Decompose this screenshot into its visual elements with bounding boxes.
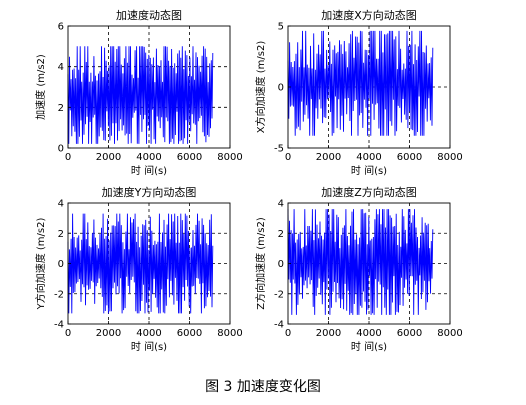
- x-tick-label: 6000: [397, 328, 422, 339]
- chart-title: 加速度X方向动态图: [321, 8, 417, 22]
- x-tick-label: 0: [65, 152, 71, 163]
- y-tick-label: -4: [54, 320, 64, 331]
- x-tick-label: 6000: [397, 152, 422, 163]
- series-line: [287, 209, 434, 315]
- series-line: [67, 213, 214, 314]
- x-tick-label: 2000: [96, 328, 121, 339]
- y-tick-label: 0: [58, 259, 64, 270]
- y-tick-label: 4: [58, 62, 64, 73]
- y-tick-label: 0: [58, 144, 64, 155]
- series-line: [67, 46, 214, 144]
- y-tick-label: 2: [58, 229, 64, 240]
- x-tick-label: 4000: [356, 328, 381, 339]
- y-axis-label: 加速度 (m/s2): [34, 54, 47, 120]
- x-tick-label: 8000: [437, 328, 462, 339]
- y-tick-label: -2: [274, 289, 284, 300]
- y-tick-label: 2: [58, 103, 64, 114]
- x-axis-label: 时 间(s): [351, 164, 387, 177]
- x-tick-label: 2000: [316, 152, 341, 163]
- x-tick-label: 0: [285, 152, 291, 163]
- x-tick-label: 4000: [356, 152, 381, 163]
- x-tick-label: 2000: [96, 152, 121, 163]
- y-axis-label: Y方向加速度 (m/s2): [34, 218, 47, 311]
- x-tick-label: 6000: [177, 328, 202, 339]
- chart-title: 加速度Y方向动态图: [102, 185, 197, 199]
- y-tick-label: 4: [278, 199, 284, 210]
- x-tick-label: 0: [285, 328, 291, 339]
- chart-title: 加速度动态图: [116, 8, 182, 22]
- x-tick-label: 8000: [217, 328, 242, 339]
- y-axis-label: Z方向加速度 (m/s2): [254, 217, 267, 310]
- y-tick-label: 2: [278, 229, 284, 240]
- y-tick-label: 0: [278, 259, 284, 270]
- y-tick-label: 4: [58, 199, 64, 210]
- x-tick-label: 4000: [136, 152, 161, 163]
- y-tick-label: -4: [274, 320, 284, 331]
- x-axis-label: 时 间(s): [131, 164, 167, 177]
- x-tick-label: 4000: [136, 328, 161, 339]
- x-axis-label: 时 间(s): [131, 340, 167, 353]
- y-tick-label: 0: [278, 83, 284, 94]
- y-tick-label: -5: [274, 144, 284, 155]
- y-tick-label: 6: [58, 22, 64, 33]
- chart-title: 加速度Z方向动态图: [321, 185, 417, 199]
- x-tick-label: 8000: [217, 152, 242, 163]
- x-axis-label: 时 间(s): [351, 340, 387, 353]
- y-tick-label: 5: [278, 22, 284, 33]
- series-line: [287, 30, 434, 136]
- y-tick-label: -2: [54, 289, 64, 300]
- figure-caption: 图 3 加速度变化图: [205, 379, 321, 395]
- x-tick-label: 2000: [316, 328, 341, 339]
- x-tick-label: 0: [65, 328, 71, 339]
- y-axis-label: X方向加速度 (m/s2): [254, 41, 267, 134]
- x-tick-label: 6000: [177, 152, 202, 163]
- x-tick-label: 8000: [437, 152, 462, 163]
